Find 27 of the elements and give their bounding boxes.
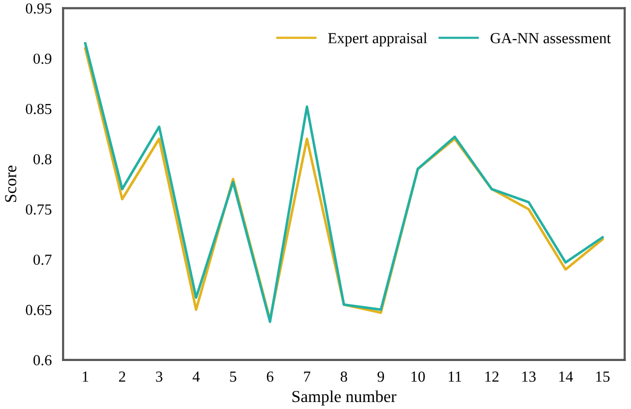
x-tick-label: 14 bbox=[559, 372, 573, 382]
y-tick-label: 0.95 bbox=[26, 3, 52, 14]
y-tick-label: 0.8 bbox=[33, 154, 52, 164]
x-tick-label: 7 bbox=[304, 372, 310, 382]
x-tick-label: 9 bbox=[378, 372, 384, 382]
x-tick-label: 4 bbox=[192, 372, 200, 382]
y-tick-label: 0.7 bbox=[33, 254, 52, 265]
legend-label: Expert appraisal bbox=[328, 32, 428, 46]
x-tick-label: 8 bbox=[340, 371, 348, 382]
legend-label: GA-NN assessment bbox=[490, 33, 611, 44]
x-axis-title: Sample number bbox=[292, 390, 396, 406]
x-tick-label: 15 bbox=[596, 372, 610, 382]
y-axis-title: Score bbox=[5, 166, 16, 202]
x-tick-label: 6 bbox=[266, 372, 274, 382]
x-tick-label: 3 bbox=[156, 372, 162, 382]
y-tick-label: 0.65 bbox=[26, 304, 52, 316]
x-tick-label: 5 bbox=[230, 372, 236, 382]
x-tick-label: 1 bbox=[82, 372, 88, 382]
x-tick-label: 2 bbox=[119, 372, 126, 382]
x-tick-label: 13 bbox=[522, 372, 536, 382]
x-tick-label: 11 bbox=[448, 372, 462, 382]
y-tick-label: 0.9 bbox=[33, 54, 52, 64]
y-tick-label: 0.6 bbox=[33, 355, 52, 366]
y-tick-label: 0.75 bbox=[26, 204, 52, 215]
x-tick-label: 12 bbox=[485, 372, 498, 382]
x-tick-label: 10 bbox=[411, 371, 425, 382]
y-tick-label: 0.85 bbox=[26, 104, 52, 114]
